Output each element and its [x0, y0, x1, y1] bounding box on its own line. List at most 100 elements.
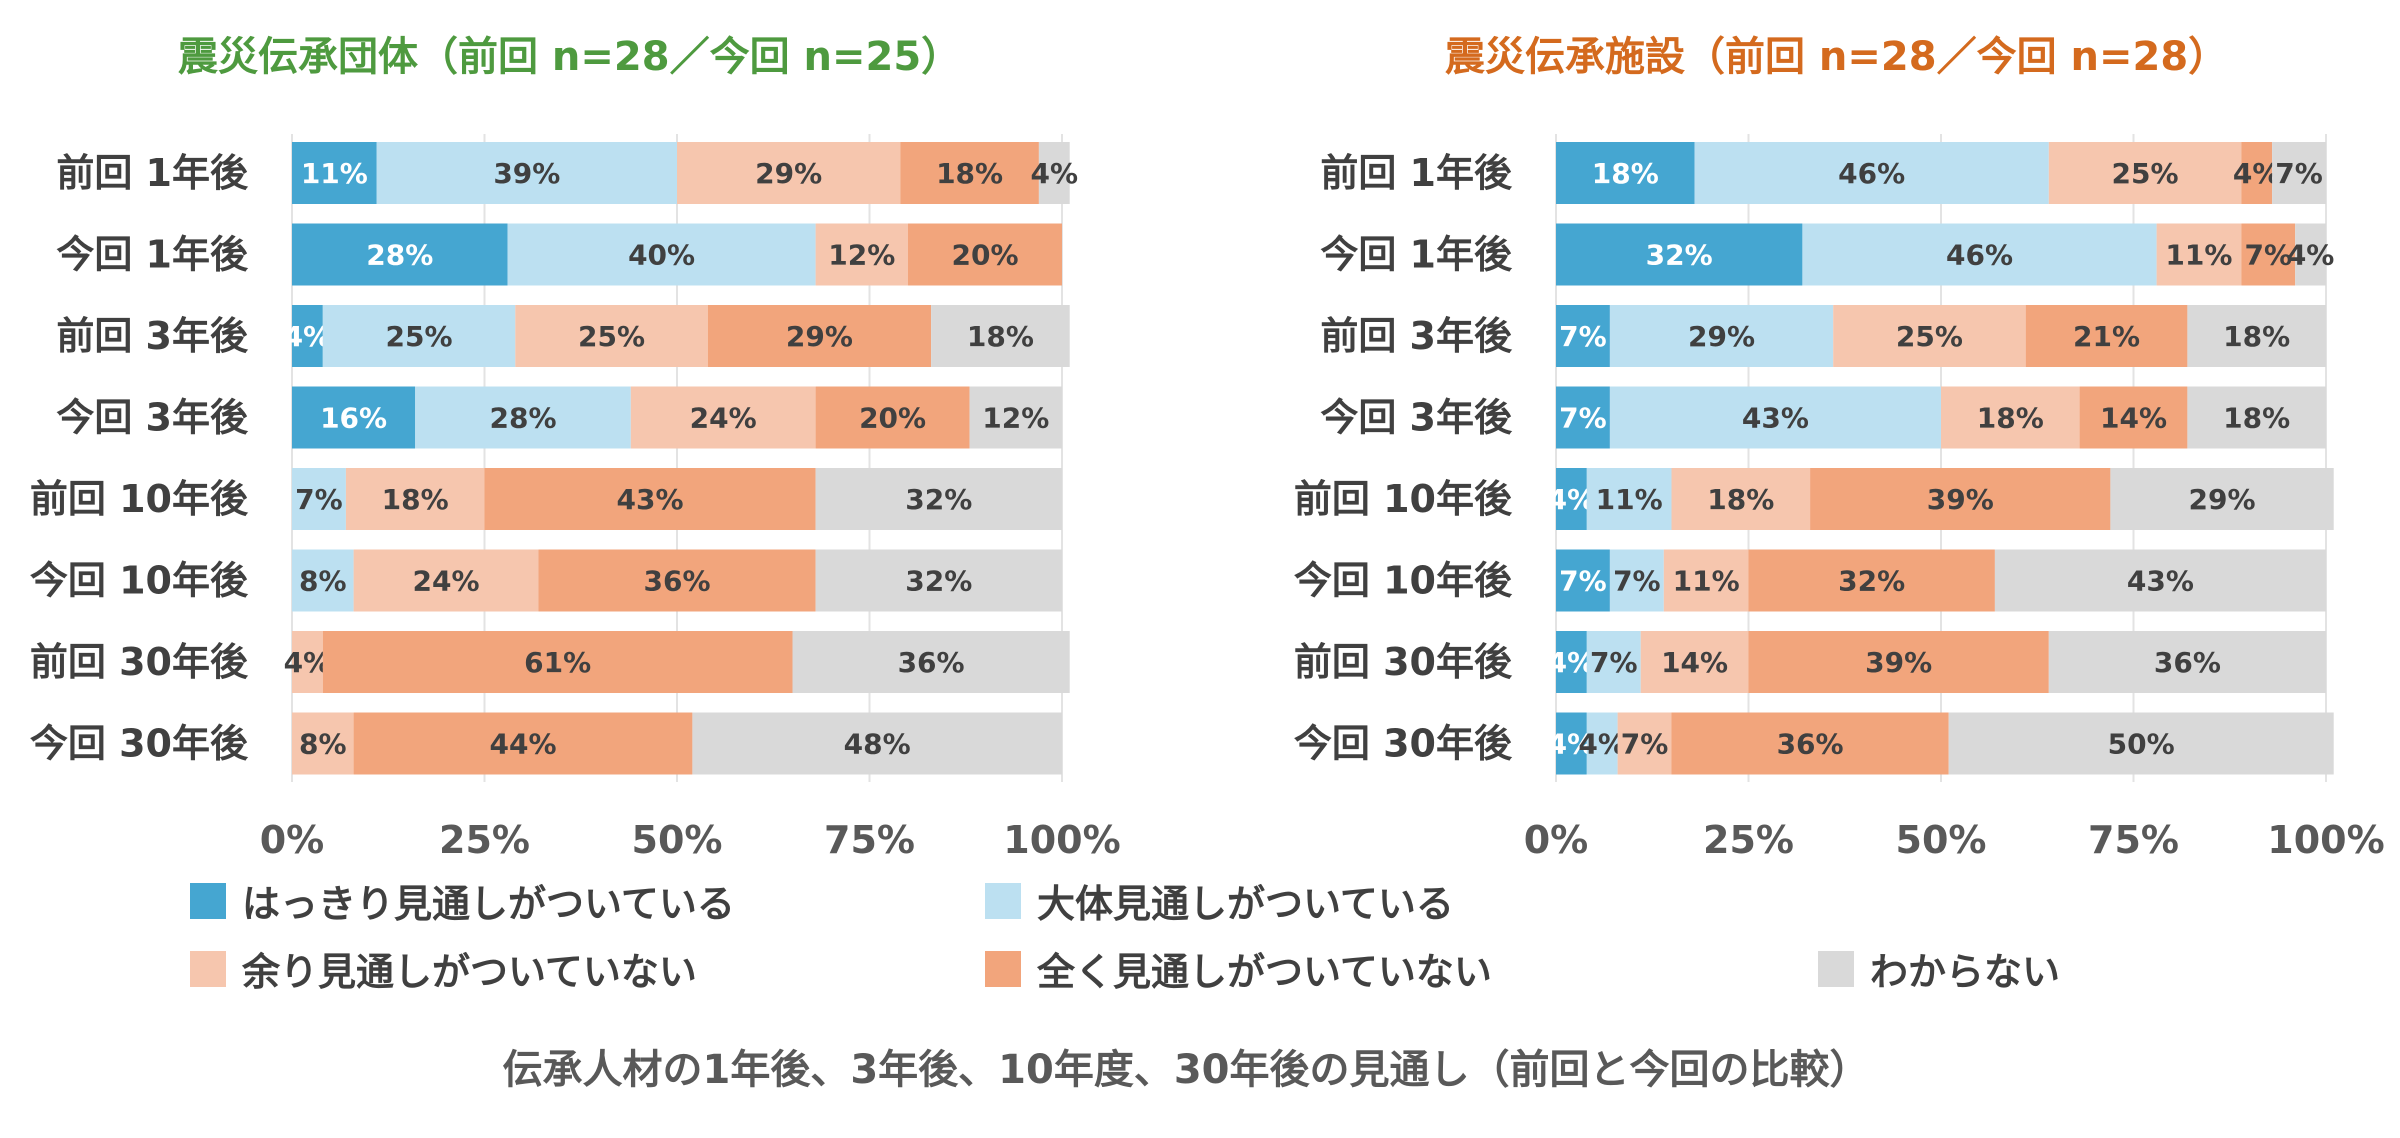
data-label: 32% — [1838, 565, 1905, 598]
bar-segment — [1994, 549, 2326, 612]
bar-segment — [345, 468, 485, 530]
bar-segment — [792, 631, 1070, 693]
bar-segment — [900, 142, 1039, 204]
data-label: 43% — [617, 483, 684, 516]
x-tick-label: 50% — [1896, 818, 1987, 862]
data-label: 43% — [2127, 565, 2194, 598]
legend-swatch — [1818, 951, 1854, 987]
legend-swatch — [985, 951, 1021, 987]
bar-segment — [2187, 305, 2326, 367]
data-label: 11% — [1673, 565, 1740, 598]
bar-segment — [292, 712, 354, 775]
category-label: 今回 30年後 — [30, 722, 249, 766]
bar-segment — [630, 386, 816, 449]
bar-segment — [2025, 305, 2188, 367]
legend-swatch — [190, 951, 226, 987]
legend-label: 大体見通しがついている — [1037, 882, 1454, 926]
data-label: 8% — [299, 728, 347, 761]
bar-segment — [484, 468, 816, 530]
bar-segment — [353, 549, 539, 612]
bar-segment — [1038, 142, 1070, 204]
data-label: 43% — [1742, 402, 1809, 435]
data-label: 32% — [905, 565, 972, 598]
category-label: 今回 3年後 — [1320, 396, 1513, 440]
data-label: 8% — [299, 565, 347, 598]
bar-segment — [1556, 712, 1587, 775]
x-tick-label: 25% — [1703, 818, 1794, 862]
bar-segment — [507, 223, 816, 286]
data-label: 25% — [386, 320, 453, 353]
data-label: 28% — [366, 239, 433, 272]
data-label: 12% — [982, 402, 1049, 435]
data-label: 36% — [1777, 728, 1844, 761]
bar-segment — [376, 142, 677, 204]
x-tick-label: 75% — [2088, 818, 2179, 862]
bar-segment — [1671, 712, 1949, 775]
bar-segment — [292, 142, 377, 204]
bar-segment — [2079, 386, 2188, 449]
bar-segment — [1609, 549, 1664, 612]
bar-segment — [1556, 223, 1803, 286]
bar-segment — [969, 386, 1062, 449]
data-label: 16% — [320, 402, 387, 435]
bar-segment — [1586, 712, 1618, 775]
data-label: 25% — [2112, 157, 2179, 190]
bar-segment — [1671, 468, 1811, 530]
bar-segment — [2295, 223, 2326, 286]
bar-segment — [1640, 631, 1749, 693]
bar-segment — [515, 305, 708, 367]
data-label: 18% — [382, 483, 449, 516]
data-label: 4% — [2287, 239, 2335, 272]
data-label: 7% — [1559, 402, 1607, 435]
bar-segment — [415, 386, 631, 449]
data-label: 18% — [1707, 483, 1774, 516]
bar-segment — [2241, 223, 2296, 286]
bar-segment — [677, 142, 901, 204]
bar-segment — [1617, 712, 1672, 775]
data-label: 46% — [1946, 239, 2013, 272]
data-label: 12% — [828, 239, 895, 272]
data-label: 7% — [1559, 565, 1607, 598]
data-label: 14% — [1661, 646, 1728, 679]
x-tick-label: 0% — [260, 818, 325, 862]
bar-segment — [1586, 468, 1672, 530]
bar-segment — [1802, 223, 2157, 286]
data-label: 50% — [2108, 728, 2175, 761]
bar-segment — [1694, 142, 2049, 204]
bar-segment — [1748, 549, 1995, 612]
data-label: 18% — [936, 157, 1003, 190]
x-tick-label: 50% — [632, 818, 723, 862]
bar-segment — [1948, 712, 2334, 775]
bar-segment — [2241, 142, 2273, 204]
bar-segment — [538, 549, 816, 612]
bar-segment — [815, 223, 908, 286]
legend-label: 全く見通しがついていない — [1036, 950, 1492, 994]
bar-segment — [322, 631, 793, 693]
bar-segment — [1609, 305, 1834, 367]
data-label: 21% — [2073, 320, 2140, 353]
bar-segment — [1941, 386, 2080, 449]
data-label: 11% — [2165, 239, 2232, 272]
legend-label: はっきり見通しがついている — [242, 882, 735, 926]
legend-swatch — [190, 883, 226, 919]
bar-segment — [815, 386, 970, 449]
category-label: 今回 30年後 — [1294, 722, 1513, 766]
bar-segment — [292, 305, 323, 367]
x-tick-label: 75% — [824, 818, 915, 862]
data-label: 39% — [1865, 646, 1932, 679]
data-label: 24% — [412, 565, 479, 598]
data-label: 18% — [1592, 157, 1659, 190]
data-label: 29% — [786, 320, 853, 353]
data-label: 7% — [2275, 157, 2323, 190]
chart-title-2: 震災伝承施設（前回 n=28／今回 n=28） — [1445, 34, 2228, 80]
data-label: 29% — [2189, 483, 2256, 516]
category-label: 今回 10年後 — [30, 559, 249, 603]
bar-segment — [1833, 305, 2026, 367]
bar-segment — [908, 223, 1062, 286]
bar-segment — [292, 223, 508, 286]
data-label: 25% — [1896, 320, 1963, 353]
bar-segment — [2048, 142, 2242, 204]
x-tick-label: 100% — [1003, 818, 1120, 862]
data-label: 4% — [1031, 157, 1079, 190]
